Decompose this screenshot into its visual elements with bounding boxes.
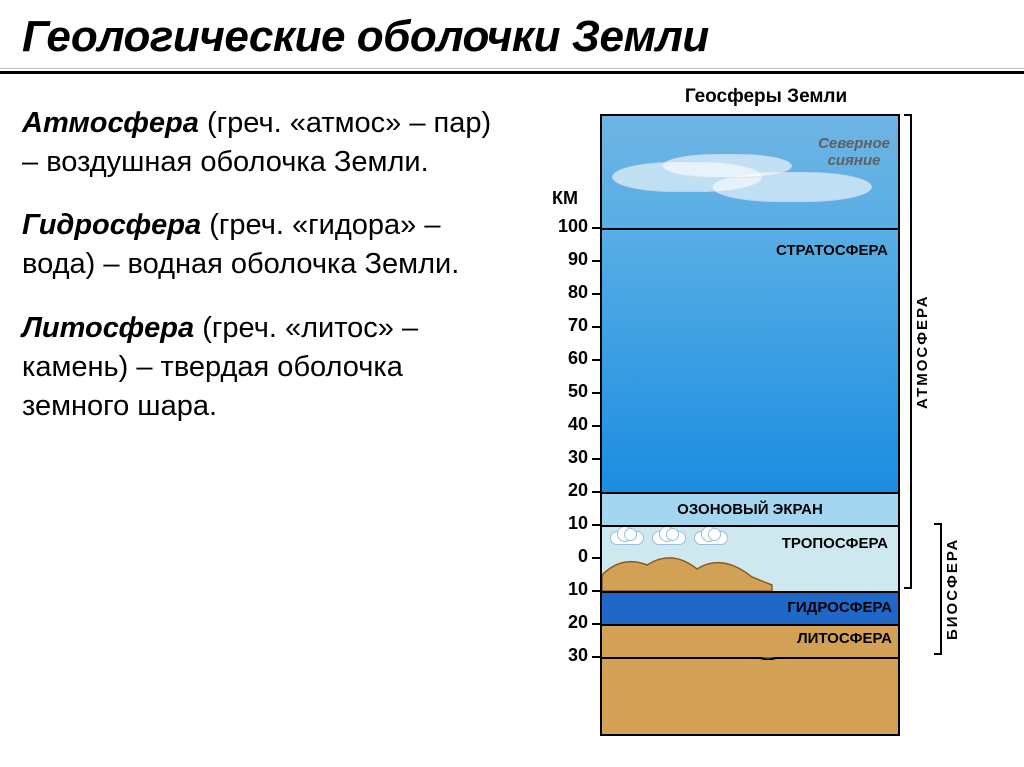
- layer-ozone: ОЗОНОВЫЙ ЭКРАН: [602, 492, 898, 525]
- bracket-atmosphere-line: [904, 114, 912, 589]
- layer-stratosphere: СТРАТОСФЕРА: [602, 228, 898, 492]
- layer-lithosphere-upper: ЛИТОСФЕРА: [602, 624, 898, 657]
- stratosphere-label: СТРАТОСФЕРА: [776, 242, 888, 259]
- scale-tick: 80: [546, 276, 600, 309]
- scale-tick: 90: [546, 243, 600, 276]
- definition-hydrosphere: Гидросфера (греч. «гидора» – вода) – вод…: [22, 206, 512, 284]
- scale-tick: 20: [546, 606, 600, 639]
- content-row: Атмосфера (греч. «атмос» – пар) – воздуш…: [0, 80, 1024, 744]
- layer-hydrosphere: ГИДРОСФЕРА: [602, 591, 898, 624]
- scale-tick: 10: [546, 507, 600, 540]
- term-lithosphere: Литосфера: [22, 312, 194, 344]
- layer-aurora: Северноесияние: [602, 116, 898, 228]
- diagram-title: Геосферы Земли: [536, 86, 996, 108]
- page: Геологические оболочки Земли Атмосфера (…: [0, 0, 1024, 767]
- geosphere-diagram: КМ 100 90 80 70 60 50 40 30 20 10 0 10 2…: [536, 114, 988, 744]
- diagram-panel: Геосферы Земли КМ 100 90 80 70 60 50 40 …: [536, 86, 996, 744]
- km-scale: 100 90 80 70 60 50 40 30 20 10 0 10 20 3…: [546, 210, 600, 672]
- bracket-biosphere-line: [934, 523, 942, 655]
- hydrosphere-label: ГИДРОСФЕРА: [787, 599, 892, 616]
- divider-thick: [0, 71, 1024, 74]
- scale-tick: 10: [546, 573, 600, 606]
- aurora-icon: [612, 154, 872, 209]
- layer-column: Северноесияние СТРАТОСФЕРА ОЗОНОВЫЙ ЭКРА…: [600, 114, 900, 736]
- scale-tick: 0: [546, 540, 600, 573]
- scale-tick: 20: [546, 474, 600, 507]
- ozone-label: ОЗОНОВЫЙ ЭКРАН: [677, 501, 823, 518]
- lithosphere-label: ЛИТОСФЕРА: [797, 630, 892, 647]
- definition-atmosphere: Атмосфера (греч. «атмос» – пар) – воздуш…: [22, 104, 512, 182]
- scale-tick: 60: [546, 342, 600, 375]
- km-axis-label: КМ: [552, 188, 578, 209]
- scale-tick: 50: [546, 375, 600, 408]
- definition-lithosphere: Литосфера (греч. «литос» – камень) – тве…: [22, 309, 512, 426]
- mountain-icon: [602, 547, 898, 591]
- definitions-panel: Атмосфера (греч. «атмос» – пар) – воздуш…: [22, 86, 512, 744]
- term-hydrosphere: Гидросфера: [22, 209, 201, 241]
- def-atmosphere: воздушная оболочка Земли.: [46, 146, 428, 178]
- scale-tick: 100: [546, 210, 600, 243]
- clouds-icon: [610, 531, 728, 545]
- scale-tick: 40: [546, 408, 600, 441]
- layer-troposphere: ТРОПОСФЕРА: [602, 525, 898, 591]
- scale-tick: 30: [546, 441, 600, 474]
- divider-thin: [0, 68, 1024, 69]
- def-hydrosphere: водная оболочка Земли.: [128, 248, 460, 280]
- layer-lithosphere-lower: [602, 657, 898, 734]
- bracket-biosphere: БИОСФЕРА: [944, 523, 961, 655]
- scale-tick: 30: [546, 639, 600, 672]
- term-atmosphere: Атмосфера: [22, 107, 199, 139]
- scale-tick: 70: [546, 309, 600, 342]
- page-title: Геологические оболочки Земли: [0, 0, 1024, 68]
- bracket-atmosphere: АТМОСФЕРА: [914, 114, 931, 589]
